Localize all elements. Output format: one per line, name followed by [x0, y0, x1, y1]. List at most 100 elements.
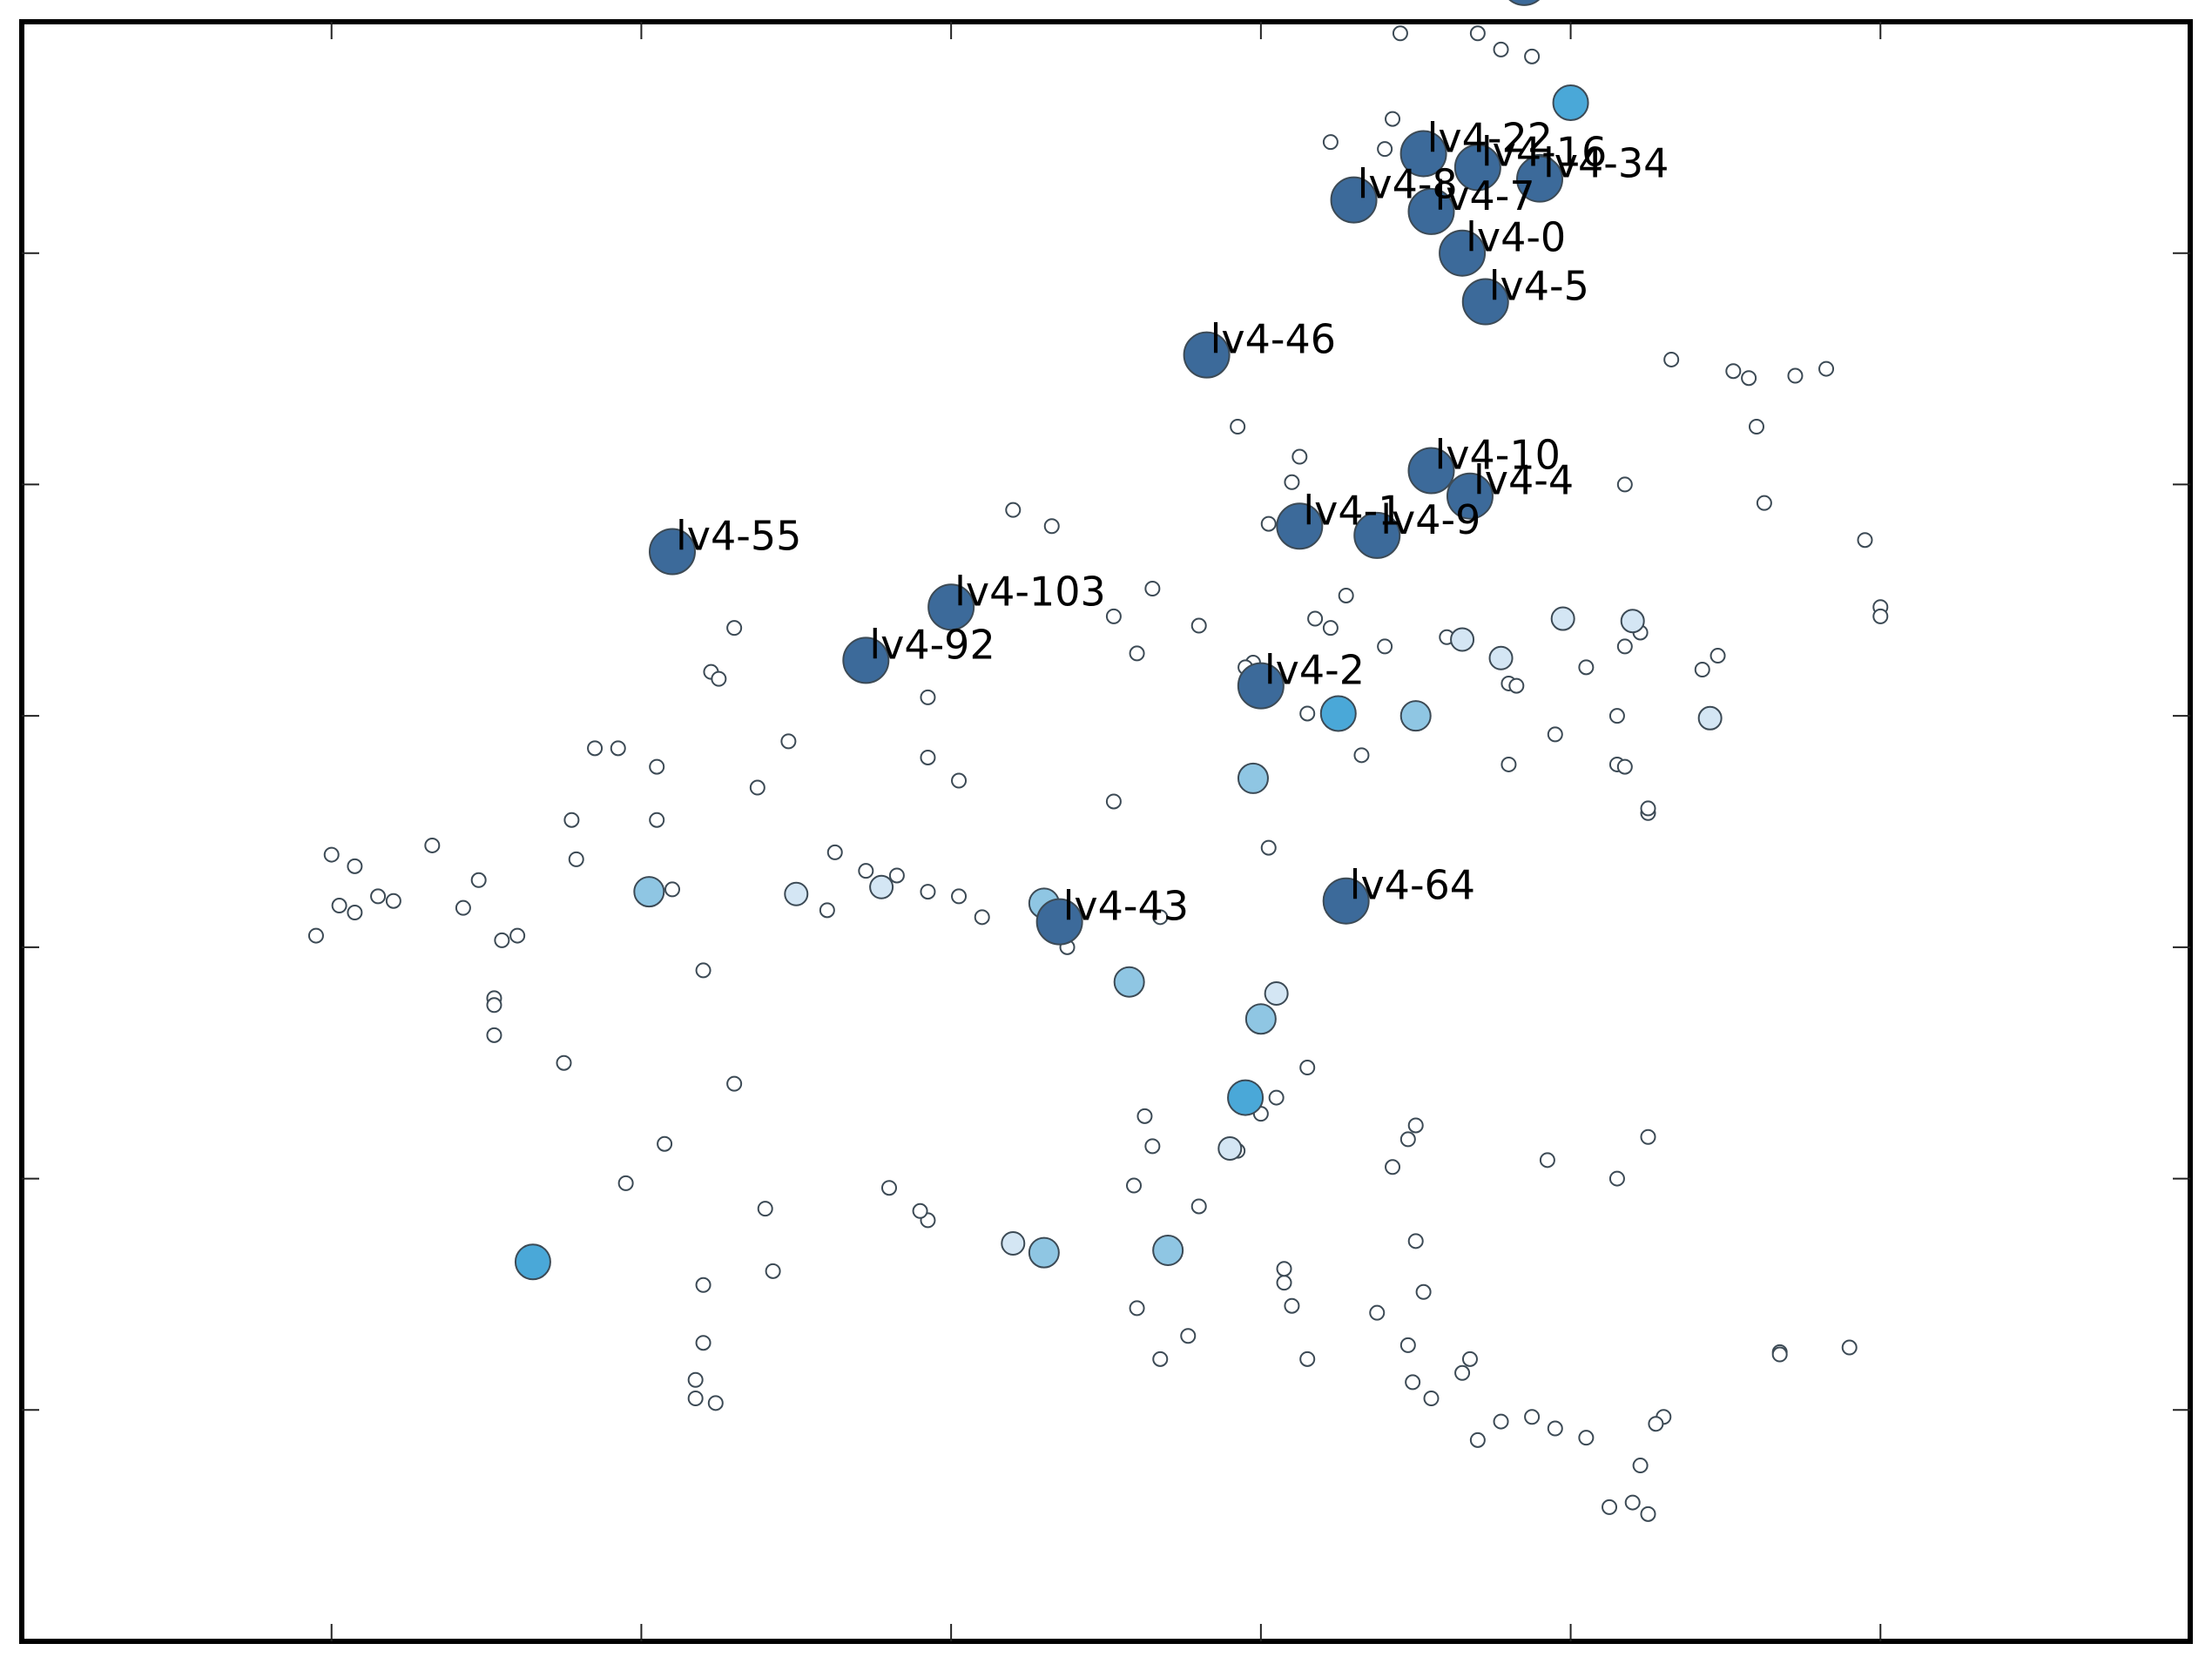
scatter-point-light	[1697, 705, 1723, 731]
scatter-point	[1399, 1337, 1416, 1353]
scatter-point	[568, 851, 584, 867]
scatter-point	[323, 846, 340, 863]
point-label: lv4-46	[1211, 316, 1336, 363]
scatter-point	[1399, 1131, 1416, 1148]
labeled-points	[649, 0, 1563, 946]
scatter-point	[556, 1054, 572, 1071]
scatter-point	[1260, 839, 1277, 856]
labeled-point	[1353, 511, 1401, 559]
scatter-point	[1136, 1108, 1153, 1124]
scatter-point-medium	[1244, 1003, 1277, 1035]
scatter-point	[819, 902, 835, 919]
labeled-point	[927, 583, 975, 631]
scatter-point	[1291, 448, 1308, 465]
scatter-point	[1385, 111, 1401, 127]
scatter-point	[494, 932, 510, 948]
point-label: lv4-4	[1474, 457, 1574, 504]
scatter-point	[1632, 1458, 1649, 1474]
scatter-point	[509, 927, 526, 944]
scatter-point-bright	[514, 1243, 551, 1281]
scatter-point	[780, 733, 797, 750]
point-label: lv4-55	[676, 512, 801, 559]
scatter-point	[1648, 1416, 1664, 1432]
scatter-point-medium	[1399, 700, 1432, 732]
axis-ticks	[22, 22, 2190, 1641]
scatter-point	[1624, 1494, 1641, 1511]
scatter-point	[1385, 1159, 1401, 1175]
labeled-point	[842, 637, 890, 684]
scatter-point	[912, 1202, 928, 1219]
scatter-point	[1771, 1346, 1788, 1363]
scatter-point	[1710, 648, 1726, 664]
scatter-point	[1322, 134, 1339, 151]
labeled-point	[1446, 472, 1494, 520]
scatter-point	[1407, 1117, 1424, 1134]
scatter-point-light	[1001, 1230, 1026, 1256]
scatter-point-medium	[1152, 1234, 1184, 1266]
scatter-point	[1338, 587, 1354, 603]
scatter-point	[470, 872, 487, 888]
scatter-point	[1547, 726, 1563, 743]
scatter-point	[664, 881, 680, 898]
labeled-point	[1407, 187, 1455, 235]
labeled-point	[1237, 662, 1285, 710]
labeled-point	[1407, 447, 1455, 495]
scatter-point	[1461, 1351, 1478, 1367]
scatter-point	[1694, 662, 1710, 677]
point-label: lv4-10	[1435, 431, 1561, 478]
scatter-point	[1377, 638, 1393, 655]
scatter-point	[1725, 363, 1742, 380]
scatter-point	[1126, 1177, 1143, 1194]
scatter-point-medium	[1113, 966, 1145, 998]
scatter-point	[695, 1335, 711, 1351]
scatter-point	[1524, 1409, 1541, 1425]
scatter-point-light	[1450, 627, 1475, 652]
scatter-point	[587, 740, 604, 757]
scatter-point	[1501, 756, 1517, 772]
scatter-point	[951, 888, 968, 905]
scatter-point	[711, 670, 727, 687]
scatter-point-light	[1264, 981, 1289, 1006]
scatter-point	[1105, 608, 1122, 624]
scatter-point	[1608, 1170, 1625, 1187]
labeled-point	[1322, 877, 1370, 925]
scatter-point	[1741, 370, 1757, 387]
scatter-point	[920, 689, 936, 705]
scatter-point	[1043, 518, 1060, 535]
scatter-point-light	[784, 881, 809, 906]
scatter-point	[1640, 1505, 1656, 1522]
scatter-point-bright	[1227, 1079, 1264, 1116]
scatter-point	[1640, 800, 1656, 817]
labeled-point	[1461, 278, 1509, 326]
scatter-point	[920, 749, 936, 765]
scatter-point	[1818, 360, 1835, 377]
scatter-point	[1299, 705, 1316, 722]
scatter-point	[1190, 1198, 1207, 1215]
scatter-point	[486, 1027, 502, 1043]
scatter-point	[1872, 608, 1889, 624]
chart-frame	[19, 19, 2193, 1644]
point-labels: lv4-35lv4-32lv4-37lv4-22lv4-16lv4-34lv4-…	[676, 114, 1669, 929]
scatter-point-medium	[633, 876, 665, 908]
scatter-point	[707, 1395, 724, 1411]
point-label: lv4-2	[1264, 647, 1365, 694]
scatter-point-medium	[1028, 1236, 1060, 1269]
scatter-point	[1493, 1413, 1509, 1430]
labeled-point	[1035, 898, 1083, 946]
scatter-point	[1787, 367, 1804, 384]
scatter-point	[657, 1135, 673, 1152]
scatter-point	[347, 858, 363, 874]
scatter-point	[687, 1371, 704, 1388]
scatter-point	[307, 927, 324, 944]
labeled-point	[1508, 0, 1541, 6]
point-label: lv4-16	[1481, 128, 1607, 175]
labeled-point	[1276, 502, 1324, 550]
scatter-point	[1469, 1431, 1486, 1448]
scatter-point-light	[1550, 606, 1575, 631]
scatter-point	[1578, 1430, 1595, 1446]
scatter-point	[888, 867, 905, 884]
scatter-point	[1276, 1261, 1292, 1277]
scatter-point	[1377, 141, 1393, 158]
background-points	[307, 25, 1889, 1522]
scatter-point	[1284, 1297, 1300, 1314]
